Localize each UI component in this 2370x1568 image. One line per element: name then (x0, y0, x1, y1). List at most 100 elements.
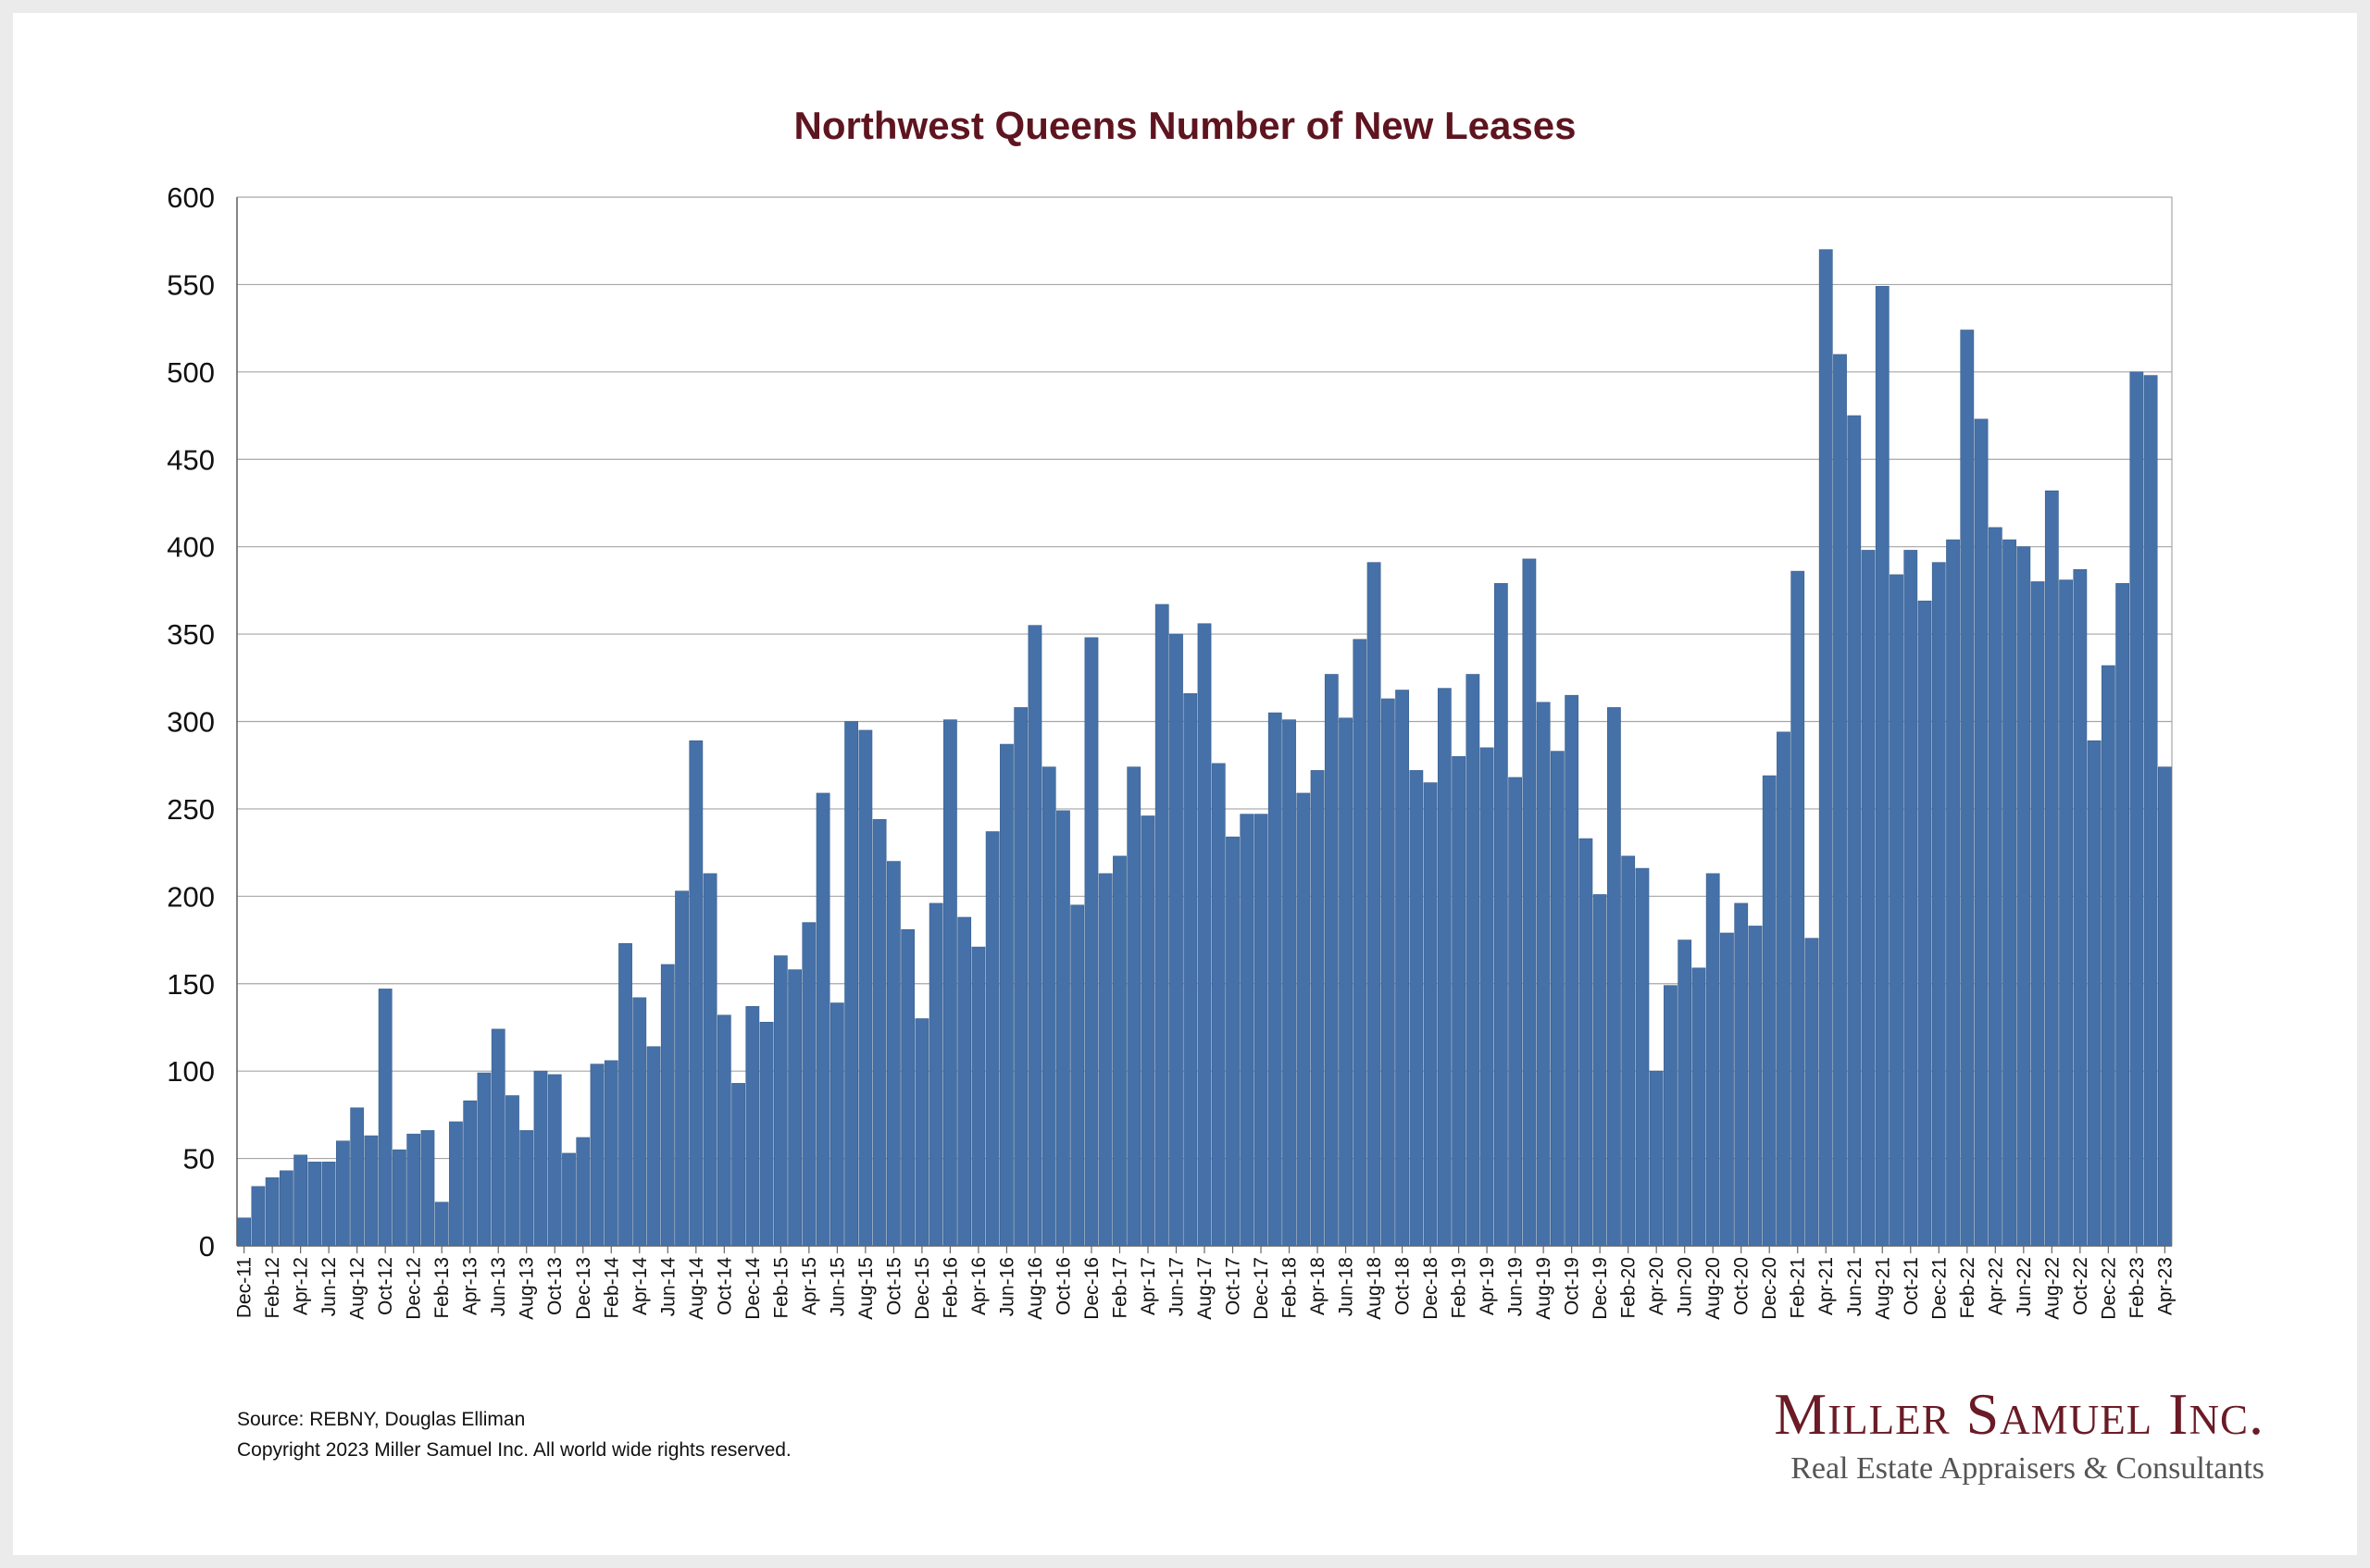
bar (632, 997, 647, 1247)
bar (449, 1121, 463, 1247)
bar (1777, 731, 1790, 1247)
bar (321, 1162, 336, 1247)
bar (562, 1152, 576, 1247)
bar (2115, 583, 2129, 1247)
bar (1409, 770, 1424, 1247)
x-tick-label: Jun-13 (488, 1257, 509, 1316)
x-tick-label: Dec-15 (912, 1257, 933, 1320)
bar (1818, 249, 1833, 1247)
bar (1197, 623, 1212, 1247)
bar (1141, 815, 1155, 1247)
x-tick-label: Oct-19 (1562, 1257, 1583, 1315)
bar (434, 1201, 449, 1247)
bar (463, 1100, 478, 1247)
bar (1621, 855, 1636, 1247)
bar (1154, 604, 1169, 1247)
bar (2059, 579, 2073, 1247)
x-tick-label: Feb-20 (1618, 1257, 1640, 1319)
bar (660, 964, 675, 1247)
bar (1678, 940, 1692, 1247)
bar (2002, 539, 2016, 1247)
x-tick-label: Aug-12 (347, 1257, 368, 1320)
bar (1607, 707, 1621, 1247)
bar (1084, 637, 1099, 1247)
y-tick-label: 600 (167, 181, 215, 214)
bar (406, 1133, 421, 1247)
bar (1466, 674, 1480, 1247)
x-tick-label: Apr-23 (2154, 1257, 2176, 1315)
bar (1536, 702, 1551, 1247)
chart-plot: 0 50 100 150 200 250 300 350 400 450 500 550 600 Dec-… (167, 181, 2176, 1320)
bar (1366, 562, 1381, 1247)
x-tick-label: Aug-21 (1872, 1257, 1893, 1320)
bar (1522, 558, 1537, 1247)
y-tick-label: 250 (167, 793, 215, 826)
bar (1917, 600, 1932, 1247)
bar (1705, 873, 1720, 1247)
bar (336, 1140, 350, 1247)
x-tick-label: Dec-21 (1928, 1257, 1950, 1320)
bar (1127, 766, 1141, 1247)
x-tick-label: Dec-18 (1420, 1257, 1441, 1320)
bar (1423, 782, 1438, 1247)
bar (251, 1186, 266, 1247)
y-tick-label: 100 (167, 1055, 215, 1088)
x-tick-label: Apr-14 (630, 1257, 651, 1315)
bar (646, 1046, 661, 1247)
x-tick-label: Oct-15 (883, 1257, 904, 1315)
x-tick-label: Aug-22 (2041, 1257, 2063, 1320)
x-tick-label: Apr-19 (1477, 1257, 1498, 1315)
bar (2073, 568, 2088, 1247)
y-tick-label: 500 (167, 356, 215, 389)
x-tick-label: Aug-17 (1194, 1257, 1216, 1320)
x-tick-label: Aug-19 (1533, 1257, 1554, 1320)
bar (378, 989, 393, 1247)
x-tick-label: Aug-16 (1025, 1257, 1046, 1320)
bar (1479, 747, 1494, 1247)
y-tick-label: 350 (167, 618, 215, 651)
x-tick-label: Oct-22 (2070, 1257, 2091, 1315)
bar (1875, 286, 1890, 1247)
y-tick-label: 300 (167, 706, 215, 739)
bar (505, 1095, 519, 1247)
bar (1833, 354, 1847, 1247)
bar (1861, 550, 1876, 1247)
bar (1649, 1070, 1664, 1247)
bar (971, 946, 986, 1247)
bar (2044, 490, 2059, 1247)
bar (703, 873, 717, 1247)
bar (2030, 581, 2045, 1247)
bar (2157, 766, 2172, 1247)
bar (886, 861, 901, 1247)
chart-card: Northwest Queens Number of New Leases 0 5… (13, 13, 2357, 1555)
x-tick-label: Dec-16 (1081, 1257, 1103, 1320)
bar (816, 792, 830, 1247)
bar (1790, 570, 1805, 1247)
bar (1720, 932, 1734, 1247)
x-tick-label: Oct-14 (714, 1257, 735, 1315)
bar (943, 719, 957, 1247)
bar (1946, 539, 1960, 1247)
x-tick-label: Feb-22 (1957, 1257, 1978, 1319)
x-tick-label: Aug-20 (1703, 1257, 1724, 1320)
y-tick-label: 400 (167, 531, 215, 564)
bar (293, 1154, 308, 1247)
x-tick-label: Feb-17 (1109, 1257, 1130, 1319)
bar (1211, 763, 1226, 1247)
chart-title: Northwest Queens Number of New Leases (793, 104, 1577, 147)
bar (1635, 867, 1650, 1247)
x-tick-label: Feb-14 (601, 1257, 622, 1319)
source-note: Source: REBNY, Douglas Elliman (237, 1409, 526, 1430)
x-tick-label: Jun-12 (318, 1257, 340, 1316)
x-tick-label: Aug-13 (517, 1257, 538, 1320)
x-tick-label: Apr-15 (799, 1257, 820, 1315)
bar (1098, 873, 1113, 1247)
bar (1353, 639, 1367, 1247)
bar (1592, 894, 1607, 1247)
bar (2143, 375, 2158, 1247)
copyright-note: Copyright 2023 Miller Samuel Inc. All wo… (237, 1439, 792, 1461)
bar (2101, 665, 2115, 1247)
bar (675, 890, 689, 1247)
bar (759, 1021, 774, 1247)
bar (1380, 698, 1395, 1247)
